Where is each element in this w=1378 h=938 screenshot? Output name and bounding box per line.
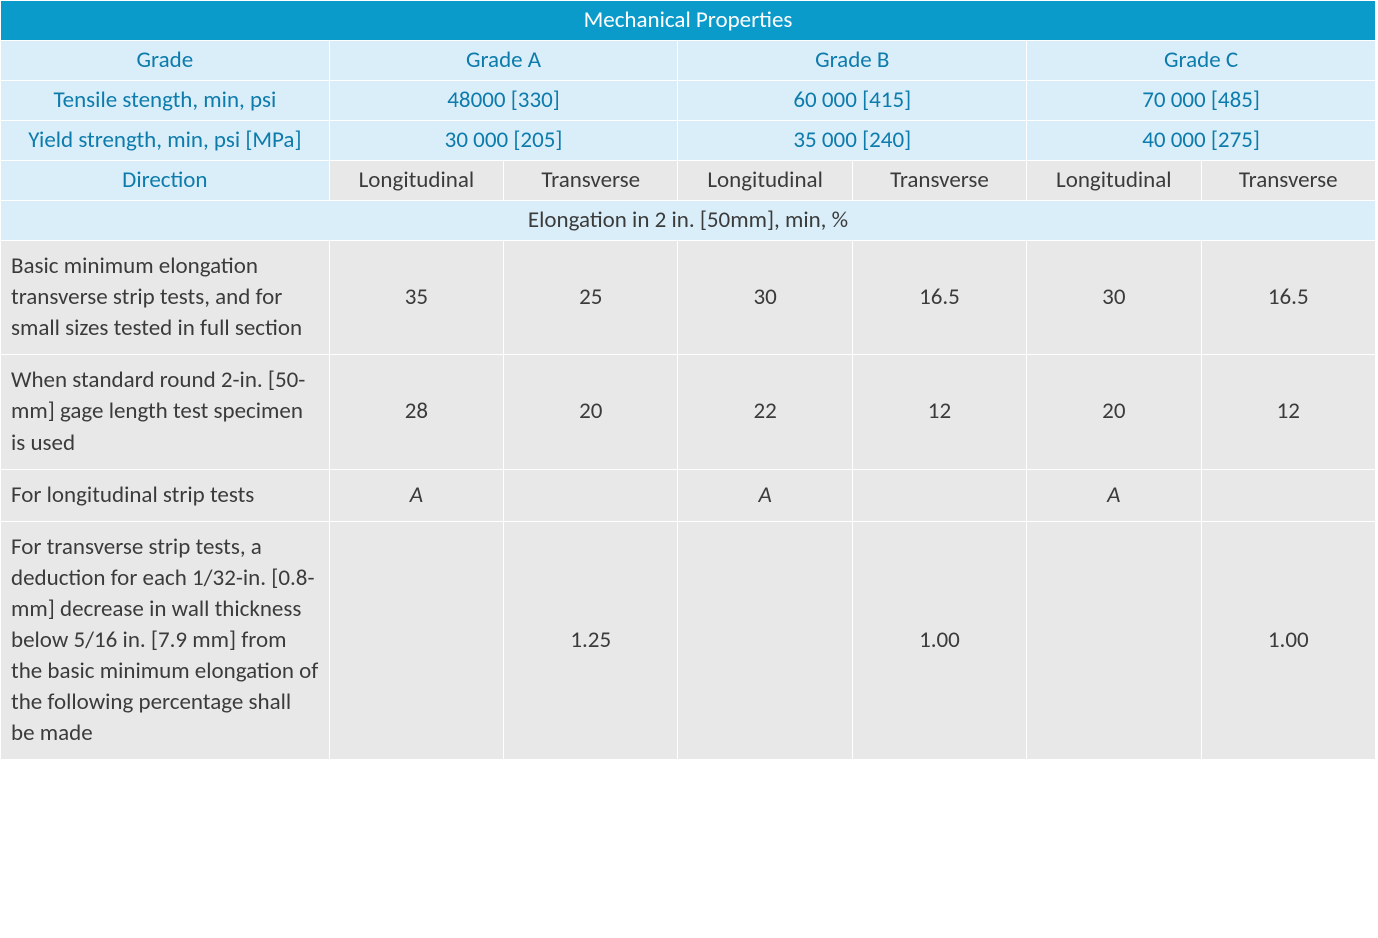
data-cell — [504, 469, 678, 521]
data-cell: 25 — [504, 241, 678, 355]
data-cell — [1027, 521, 1201, 759]
data-cell: 28 — [329, 355, 503, 469]
table-row: When standard round 2-in. [50-mm] gage l… — [1, 355, 1376, 469]
grade-b: Grade B — [678, 41, 1027, 81]
tensile-label: Tensile stength, min, psi — [1, 81, 330, 121]
tensile-row: Tensile stength, min, psi 48000 [330] 60… — [1, 81, 1376, 121]
data-cell: 12 — [1201, 355, 1376, 469]
data-cell: 30 — [678, 241, 852, 355]
row-label: For transverse strip tests, a deduction … — [1, 521, 330, 759]
data-cell — [678, 521, 852, 759]
row-label: For longitudinal strip tests — [1, 469, 330, 521]
elongation-section-title: Elongation in 2 in. [50mm], min, % — [1, 201, 1376, 241]
yield-label: Yield strength, min, psi [MPa] — [1, 121, 330, 161]
tensile-c: 70 000 [485] — [1027, 81, 1376, 121]
row-label: Basic minimum elongation transverse stri… — [1, 241, 330, 355]
direction-cell: Transverse — [504, 161, 678, 201]
data-cell: 35 — [329, 241, 503, 355]
table-row: Basic minimum elongation transverse stri… — [1, 241, 1376, 355]
data-cell: 1.00 — [852, 521, 1026, 759]
yield-c: 40 000 [275] — [1027, 121, 1376, 161]
mechanical-properties-table: Mechanical Properties Grade Grade A Grad… — [0, 0, 1376, 760]
direction-cell: Transverse — [852, 161, 1026, 201]
table-title-row: Mechanical Properties — [1, 1, 1376, 41]
data-cell: A — [1027, 469, 1201, 521]
data-cell: 20 — [1027, 355, 1201, 469]
direction-cell: Longitudinal — [1027, 161, 1201, 201]
direction-cell: Transverse — [1201, 161, 1376, 201]
grade-label: Grade — [1, 41, 330, 81]
yield-b: 35 000 [240] — [678, 121, 1027, 161]
grade-a: Grade A — [329, 41, 678, 81]
direction-label: Direction — [1, 161, 330, 201]
row-label: When standard round 2-in. [50-mm] gage l… — [1, 355, 330, 469]
data-cell: 1.25 — [504, 521, 678, 759]
elongation-section-row: Elongation in 2 in. [50mm], min, % — [1, 201, 1376, 241]
data-cell — [1201, 469, 1376, 521]
tensile-a: 48000 [330] — [329, 81, 678, 121]
data-cell — [329, 521, 503, 759]
yield-a: 30 000 [205] — [329, 121, 678, 161]
tensile-b: 60 000 [415] — [678, 81, 1027, 121]
data-cell: 22 — [678, 355, 852, 469]
direction-cell: Longitudinal — [678, 161, 852, 201]
data-cell: 16.5 — [1201, 241, 1376, 355]
data-cell: 1.00 — [1201, 521, 1376, 759]
direction-cell: Longitudinal — [329, 161, 503, 201]
grade-row: Grade Grade A Grade B Grade C — [1, 41, 1376, 81]
table-row: For longitudinal strip tests A A A — [1, 469, 1376, 521]
data-cell — [852, 469, 1026, 521]
table-row: For transverse strip tests, a deduction … — [1, 521, 1376, 759]
data-cell: 12 — [852, 355, 1026, 469]
direction-row: Direction Longitudinal Transverse Longit… — [1, 161, 1376, 201]
data-cell: A — [678, 469, 852, 521]
data-cell: A — [329, 469, 503, 521]
grade-c: Grade C — [1027, 41, 1376, 81]
data-cell: 20 — [504, 355, 678, 469]
table-title: Mechanical Properties — [1, 1, 1376, 41]
data-cell: 30 — [1027, 241, 1201, 355]
yield-row: Yield strength, min, psi [MPa] 30 000 [2… — [1, 121, 1376, 161]
data-cell: 16.5 — [852, 241, 1026, 355]
